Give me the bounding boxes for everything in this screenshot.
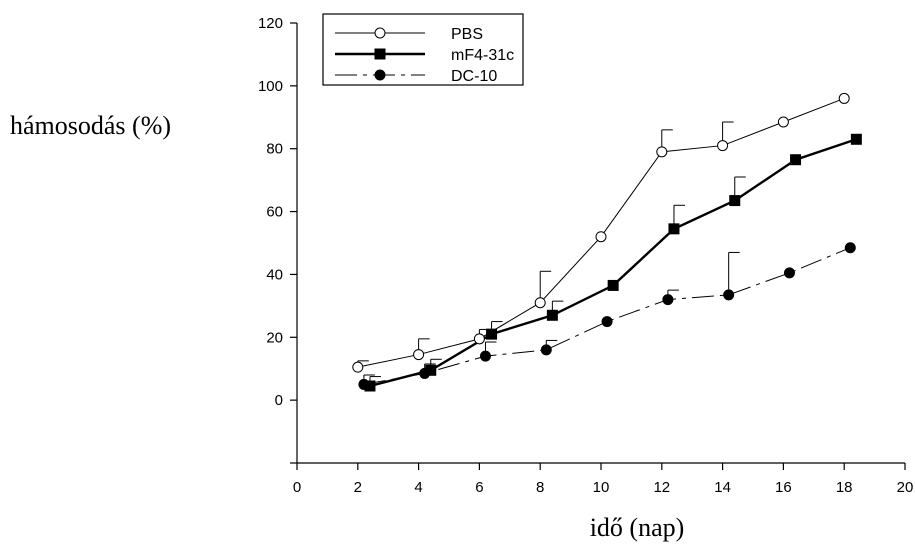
y-tick-label: 0 (275, 392, 283, 409)
legend-dc-10-label: DC-10 (451, 68, 497, 85)
y-tick-label: 120 (258, 15, 283, 32)
legend-mf4-31c-marker (374, 48, 386, 60)
dc-10-point (479, 350, 491, 362)
mf4-31c-point (486, 328, 498, 340)
x-axis-label: idő (nap) (590, 513, 685, 542)
pbs-point (413, 349, 425, 361)
x-tick-label: 20 (897, 479, 914, 496)
y-axis-label: hámosodás (%) (10, 111, 171, 140)
axes: 0 20 40 60 80 100 120 0 2 4 6 8 10 12 14 16 18 20 (258, 15, 913, 496)
pbs-point (777, 116, 789, 128)
mf4-31c-point (668, 223, 680, 235)
legend-box (322, 13, 524, 86)
legend-dc-10-marker (374, 69, 386, 81)
mf4-31c-point (729, 195, 741, 207)
x-tick-label: 4 (414, 479, 422, 496)
x-tick-label: 6 (475, 479, 483, 496)
error-bars (357, 121, 746, 386)
pbs-point (838, 92, 850, 104)
x-tick-label: 18 (836, 479, 853, 496)
dc-10-point (601, 316, 613, 328)
x-tick-label: 0 (293, 479, 301, 496)
dc-10-point (662, 294, 674, 306)
x-tick-label: 8 (536, 479, 544, 496)
mf4-31c-point (790, 154, 802, 166)
dc-10-point (419, 367, 431, 379)
y-tick-label: 40 (266, 266, 283, 283)
mf4-31c-point (546, 309, 558, 321)
mf4-31c-point (850, 133, 862, 145)
pbs-point (352, 361, 364, 373)
pbs-point (656, 146, 668, 158)
dc-10-point (723, 289, 735, 301)
x-tick-label: 16 (775, 479, 792, 496)
series-markers (352, 92, 862, 392)
pbs-point (473, 333, 485, 345)
legend-pbs-label: PBS (451, 26, 483, 43)
x-tick-label: 12 (653, 479, 670, 496)
pbs-point (534, 297, 546, 309)
dc-10-point (540, 344, 552, 356)
dc-10-point (783, 267, 795, 279)
x-tick-label: 10 (593, 479, 610, 496)
legend: PBS mF4-31c DC-10 (322, 13, 524, 86)
y-tick-label: 20 (266, 329, 283, 346)
dc-10-line (363, 247, 851, 385)
mf4-31c-point (607, 279, 619, 291)
pbs-point (595, 231, 607, 243)
dc-10-point (358, 378, 370, 390)
x-tick-label: 14 (714, 479, 731, 496)
legend-pbs-marker (374, 27, 386, 39)
mf4-31c-line (369, 138, 857, 388)
x-tick-label: 2 (354, 479, 362, 496)
dc-10-point (844, 242, 856, 254)
y-tick-label: 100 (258, 78, 283, 95)
pbs-point (717, 140, 729, 152)
series-lines (357, 97, 857, 388)
y-tick-label: 80 (266, 141, 283, 158)
legend-mf4-31c-label: mF4-31c (451, 47, 514, 64)
y-tick-label: 60 (266, 204, 283, 221)
